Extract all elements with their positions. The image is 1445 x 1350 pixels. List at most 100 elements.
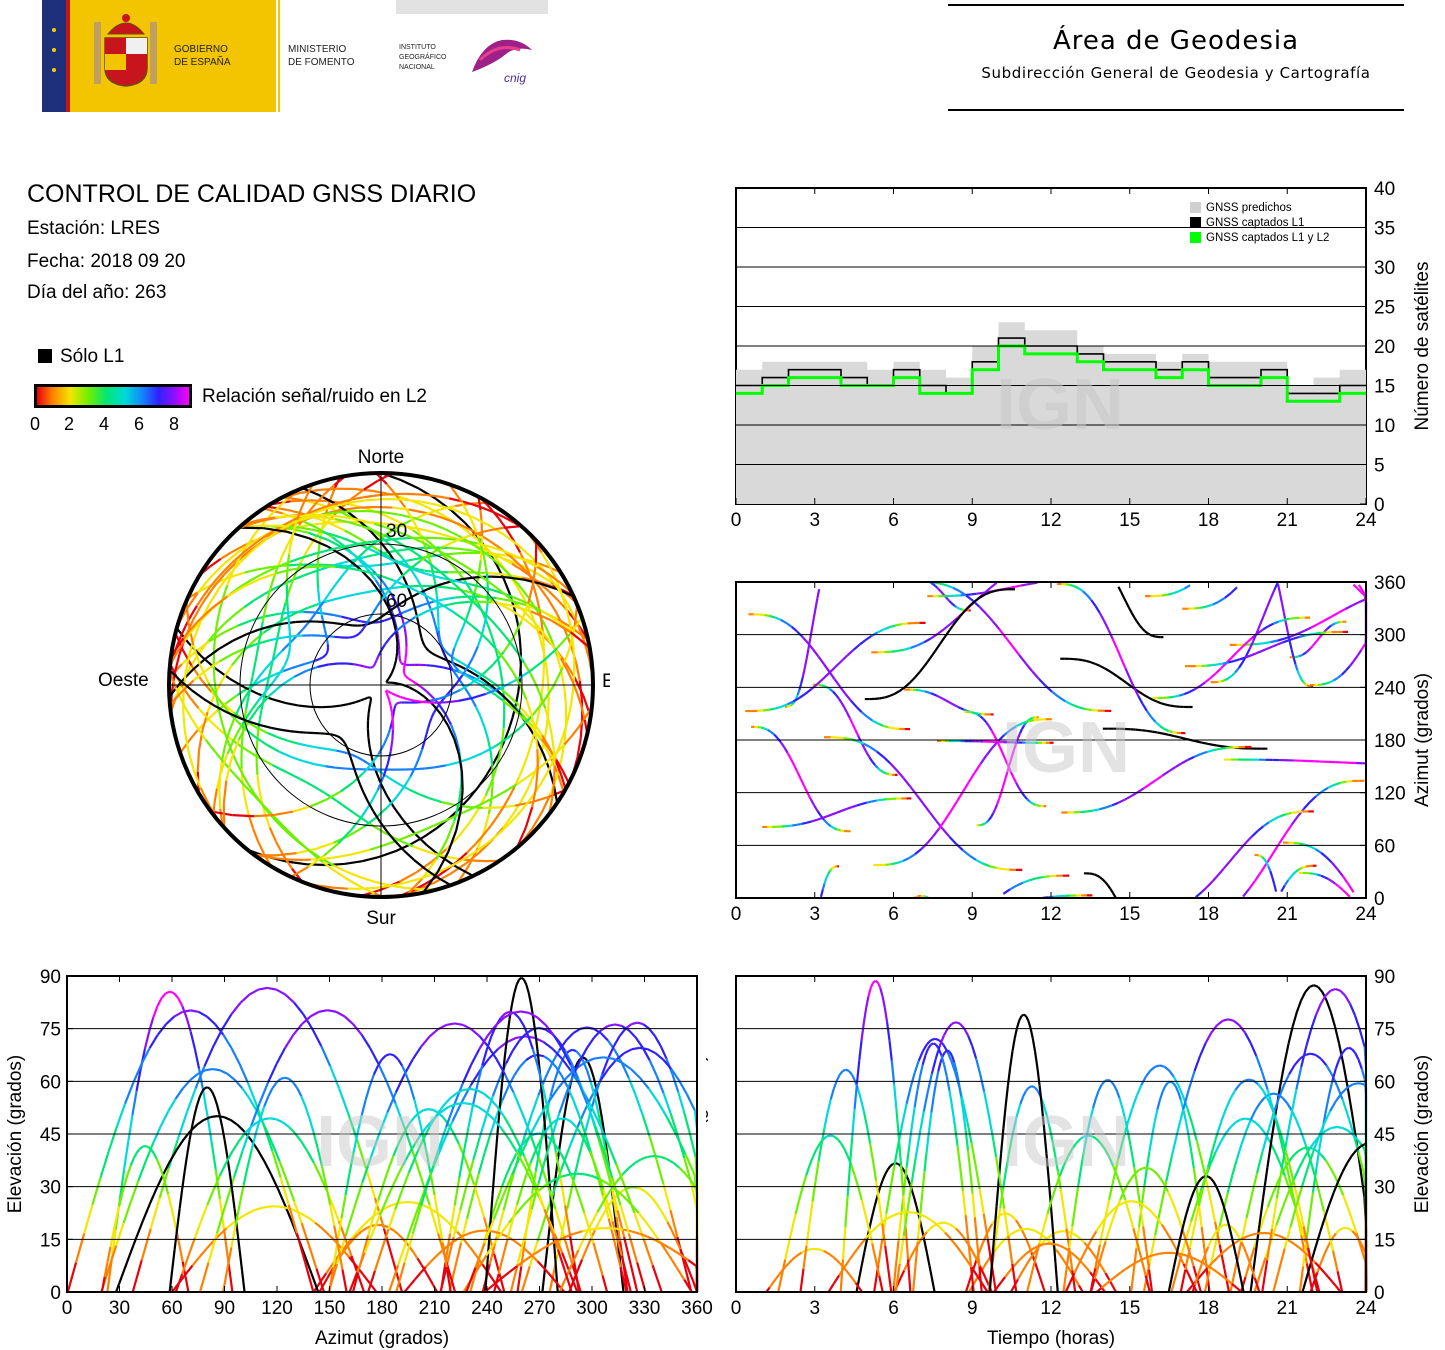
elev-time-track-segment [1145,1247,1151,1270]
azimuth-track-segment [794,694,799,700]
elev-time-track-segment [886,1165,892,1171]
elev-time-track-segment [1163,1065,1170,1072]
elev-time-track-segment [1353,1232,1358,1238]
azimuth-track-segment [1000,785,1005,793]
azimuth-track-segment [938,636,946,645]
elev-az-track-segment [572,1099,581,1117]
elev-az-track-segment [619,1204,630,1234]
sky-track-segment [554,760,563,775]
elev-time-track-segment [1291,1011,1299,1027]
watermark: IGN [316,1102,444,1182]
sky-track-segment [539,695,547,709]
sky-track-segment [287,739,299,745]
sky-track-segment [230,739,240,760]
elev-az-track-segment [363,1233,374,1254]
elev-time-track-segment [1017,1223,1023,1229]
elev-az-track-segment [504,1010,511,1015]
sky-track-segment [234,760,243,773]
elev-time-track-segment [1214,1141,1222,1153]
azimuth-track-segment [1170,704,1176,708]
azimuth-track-segment [1233,658,1240,663]
sky-track-segment [477,841,490,852]
sky-track-segment [329,521,340,524]
elev-time-track-segment [1338,1052,1344,1061]
elev-time-track-segment [1156,1099,1161,1111]
elev-az-track-segment [444,1218,452,1226]
sky-track-segment [192,603,204,621]
elev-time-track-segment [1277,1085,1285,1100]
azimuth-track-segment [1037,677,1047,687]
elev-time-track-segment [1152,1169,1158,1175]
elev-time-track-segment [1036,1067,1041,1086]
elev-time-track-segment [1294,1207,1303,1236]
azimuth-track-segment [939,696,944,700]
elev-az-track-segment [222,1269,229,1293]
azimuth-track-segment [1331,861,1339,870]
sky-track-segment [394,529,405,536]
azimuth-track-segment [885,772,890,776]
elev-az-track-segment [411,1204,423,1234]
azimuth-track-segment [1106,884,1112,890]
elev-az-track-segment [630,1230,640,1235]
sky-track-segment [351,850,362,856]
elev-time-track-segment [1029,1228,1034,1232]
sky-track-segment [302,760,315,766]
elev-az-track-segment [545,1104,553,1128]
elev-az-track-segment [615,1052,625,1061]
elev-az-track-segment [350,1236,356,1243]
elev-az-track-segment [348,1151,355,1174]
azimuth-track-segment [1109,888,1115,894]
sky-track-segment [265,612,280,618]
sky-track-segment [434,764,447,769]
sky-track-segment [512,621,523,639]
sky-track-segment [264,759,274,767]
sky-track-segment [256,535,267,544]
sky-track-segment [264,855,278,860]
azimuth-track-segment [894,689,901,695]
azimuth-track-segment [826,813,833,818]
sky-track-segment [392,579,404,586]
azimuth-track-segment [972,711,976,715]
elev-az-track-segment [615,1173,624,1183]
sky-track-segment [258,709,263,720]
sky-track-segment [253,734,267,746]
sky-track-segment [390,667,396,674]
azimuth-track-segment [876,798,882,802]
elev-az-track-segment [491,1164,497,1195]
sky-track-segment [299,778,308,784]
legend-swatch-l1 [1190,217,1201,228]
azimuth-track-segment [1224,592,1232,599]
elev-time-track-segment [1249,1259,1256,1293]
satellites-chart: IGN GNSS predichos GNSS captados L1 GNSS… [731,179,1433,531]
sky-track-segment [340,702,349,707]
sky-track-segment [432,536,444,540]
azimuth-track-segment [979,593,986,599]
azimuth-track-segment [1283,879,1290,887]
sky-track-segment [459,625,465,634]
y-tick-label: 30 [40,1178,61,1199]
sky-track-segment [318,549,329,554]
x-tick-label: 15 [1119,510,1140,531]
elev-az-track-segment [149,1197,161,1230]
azimuth-track-segment [817,655,825,665]
sky-track-segment [336,749,343,753]
elev-az-track-segment [341,1269,348,1293]
azimuth-track-segment [796,822,803,826]
azimuth-track-segment [1022,879,1031,884]
sky-track-segment [175,627,190,644]
sky-track-segment [344,593,355,598]
elev-az-track-segment [435,1105,444,1117]
elev-az-track-segment [397,1133,405,1145]
elev-time-track-segment [925,1251,931,1266]
sky-track-segment [282,825,289,832]
sky-track-segment [373,539,384,543]
azimuth-track-segment [858,639,867,646]
elev-time-track-segment [1266,1138,1273,1168]
sky-track-segment [388,523,399,527]
sky-track-segment [443,537,455,541]
elev-az-track-segment [637,1186,643,1191]
elev-time-track-segment [1088,1108,1095,1121]
sky-track-segment [469,568,479,576]
elev-time-track-segment [1240,1117,1246,1121]
azimuth-track-segment [1345,892,1351,898]
